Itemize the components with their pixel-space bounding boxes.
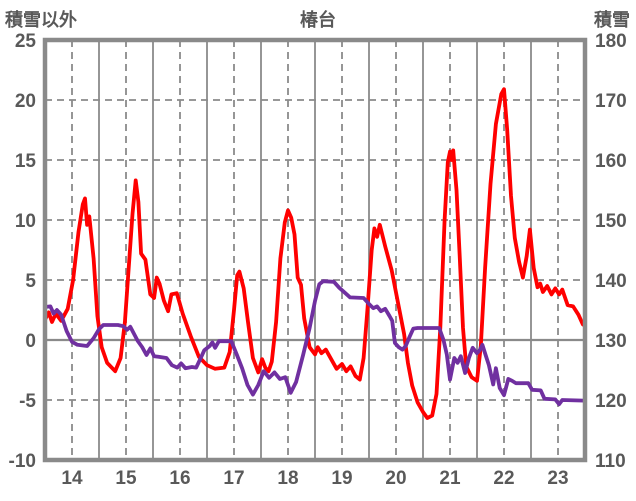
right-axis-tick-label: 150	[595, 211, 627, 232]
right-axis-tick-label: 160	[595, 151, 627, 172]
temperature-line	[43, 87, 587, 420]
left-axis-tick-label: -10	[9, 451, 36, 472]
x-axis-tick-label: 20	[385, 468, 406, 489]
right-axis-tick-label: 140	[595, 271, 627, 292]
x-axis-tick-label: 18	[277, 468, 298, 489]
chart-title: 椿台	[300, 10, 336, 30]
right-axis-tick-label: 120	[595, 391, 627, 412]
left-axis-title: 積雪以外	[5, 10, 77, 30]
right-axis-tick-label: 130	[595, 331, 627, 352]
x-axis-tick-label: 19	[331, 468, 352, 489]
left-axis-tick-label: -5	[19, 391, 36, 412]
plot-border	[42, 37, 588, 463]
x-axis-tick-label: 15	[115, 468, 137, 489]
snow-depth-line	[43, 279, 587, 407]
left-axis-tick-label: 5	[25, 271, 36, 292]
right-axis-tick-label: 110	[595, 451, 626, 472]
x-axis-tick-label: 21	[439, 468, 461, 489]
x-axis-tick-label: 14	[61, 468, 83, 489]
left-axis-tick-label: 15	[15, 151, 37, 172]
left-axis-tick-label: 0	[25, 331, 36, 352]
right-axis-tick-label: 180	[595, 31, 627, 52]
x-axis-tick-label: 17	[223, 468, 244, 489]
left-axis-tick-label: 25	[15, 31, 37, 52]
right-axis-tick-label: 170	[595, 91, 627, 112]
left-axis-tick-label: 20	[15, 91, 36, 112]
x-axis-tick-label: 22	[493, 468, 514, 489]
left-axis-tick-label: 10	[15, 211, 36, 232]
x-axis-tick-label: 23	[547, 468, 568, 489]
right-axis-title: 積雪	[594, 10, 630, 30]
x-axis-tick-label: 16	[169, 468, 190, 489]
